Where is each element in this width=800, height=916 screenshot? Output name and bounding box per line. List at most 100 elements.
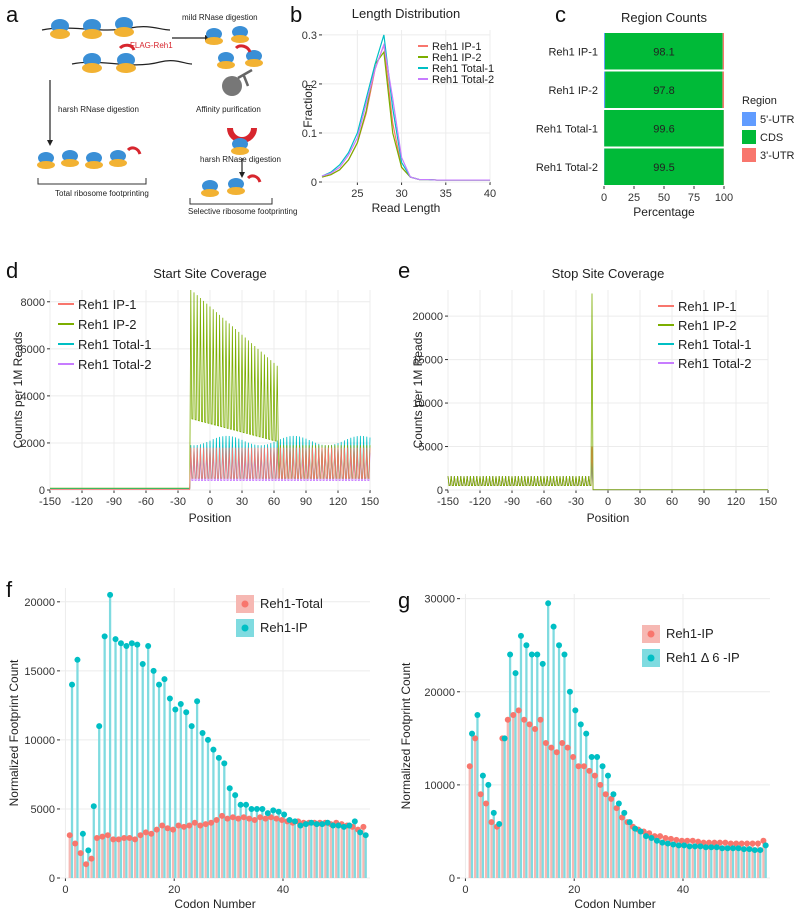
bar bbox=[642, 831, 645, 878]
bar bbox=[356, 829, 360, 878]
x-tick-label: 40 bbox=[277, 884, 289, 896]
point bbox=[264, 810, 271, 817]
bar bbox=[519, 635, 523, 878]
ribosome-icon bbox=[50, 19, 70, 39]
bar bbox=[168, 698, 172, 878]
legend-label: Reh1-IP bbox=[666, 626, 714, 641]
bar bbox=[718, 842, 722, 878]
bar bbox=[128, 837, 131, 878]
bar bbox=[79, 853, 82, 878]
y-tick-label: 10000 bbox=[24, 735, 55, 747]
bar bbox=[487, 784, 490, 878]
point bbox=[237, 801, 244, 808]
point bbox=[664, 840, 671, 847]
legend-point bbox=[647, 630, 655, 638]
bar-segment-5'-utr bbox=[604, 71, 606, 108]
chart-region-counts: Region Counts 98.1 Reh1 IP-1 97.8 Reh1 IP-2 9… bbox=[536, 10, 795, 219]
point bbox=[697, 843, 704, 850]
x-tick-label: -30 bbox=[568, 496, 584, 508]
point bbox=[351, 818, 358, 825]
legend-label: 3'-UTR bbox=[760, 150, 795, 162]
bar bbox=[604, 794, 607, 878]
x-tick-label: 30 bbox=[236, 496, 248, 508]
point bbox=[708, 844, 715, 851]
point bbox=[183, 709, 190, 716]
point bbox=[226, 785, 233, 792]
bar bbox=[590, 756, 593, 878]
point bbox=[110, 836, 117, 843]
y-tick-label: 0.1 bbox=[302, 128, 317, 140]
bar bbox=[364, 835, 367, 878]
bar bbox=[588, 770, 591, 878]
bar bbox=[664, 837, 667, 878]
y-tick-label: 0 bbox=[39, 485, 45, 497]
bar bbox=[498, 823, 501, 878]
bar bbox=[313, 822, 316, 878]
point bbox=[156, 681, 163, 688]
point bbox=[733, 840, 740, 847]
legend-label: Reh1 IP-2 bbox=[678, 318, 737, 333]
bar bbox=[724, 842, 727, 878]
bar bbox=[193, 822, 196, 878]
bar bbox=[125, 646, 128, 878]
y-axis-label: Counts per 1M Reads bbox=[11, 332, 25, 449]
bar bbox=[729, 843, 732, 878]
point bbox=[72, 840, 79, 847]
bar bbox=[304, 824, 308, 878]
point bbox=[161, 676, 168, 683]
point bbox=[632, 825, 639, 832]
point bbox=[85, 847, 92, 854]
bar bbox=[748, 849, 751, 878]
point bbox=[580, 763, 587, 770]
bar bbox=[195, 701, 199, 878]
reh1-protein-icon bbox=[126, 146, 142, 155]
bar bbox=[255, 808, 259, 878]
bar bbox=[275, 818, 278, 878]
x-axis-label: Codon Number bbox=[574, 897, 655, 911]
bead-icon bbox=[222, 76, 242, 96]
point bbox=[577, 721, 584, 728]
bar bbox=[693, 846, 697, 878]
bar bbox=[288, 820, 291, 878]
bar bbox=[321, 824, 324, 878]
bar bbox=[566, 747, 569, 878]
point bbox=[711, 839, 718, 846]
point bbox=[564, 744, 571, 751]
chart-title: Stop Site Coverage bbox=[552, 266, 665, 281]
x-tick-label: 150 bbox=[361, 496, 379, 508]
point bbox=[466, 763, 473, 770]
bar bbox=[340, 824, 343, 878]
point bbox=[177, 701, 184, 707]
point bbox=[180, 823, 187, 830]
y-tick-label: 10000 bbox=[412, 398, 443, 410]
point bbox=[107, 591, 114, 598]
mild-digestion-label: mild RNase digestion bbox=[182, 13, 258, 22]
ribosome-icon bbox=[217, 52, 235, 69]
point bbox=[678, 837, 685, 844]
series-line-1 bbox=[50, 447, 371, 490]
bar bbox=[166, 828, 169, 878]
point bbox=[121, 834, 128, 841]
bar bbox=[677, 845, 680, 878]
point bbox=[485, 781, 492, 788]
bar bbox=[114, 639, 117, 878]
point bbox=[477, 791, 484, 798]
point bbox=[561, 651, 568, 658]
bar bbox=[163, 679, 166, 878]
bar bbox=[331, 825, 335, 878]
ribosome-icon bbox=[114, 17, 134, 37]
point bbox=[360, 823, 367, 830]
x-tick-label: 60 bbox=[268, 496, 280, 508]
x-tick-label: 20 bbox=[168, 884, 180, 896]
bar bbox=[150, 833, 153, 878]
point bbox=[243, 801, 250, 808]
x-tick-label: 0 bbox=[462, 884, 468, 896]
point bbox=[278, 817, 285, 823]
bar bbox=[310, 822, 313, 878]
x-tick-label: 90 bbox=[698, 496, 710, 508]
chart-length-distribution: 25 30 35 40 0 0.1 0.2 0.3 Read Length Fraction Len… bbox=[301, 6, 496, 215]
y-axis-label: Counts per 1M Reads bbox=[411, 332, 425, 449]
bar bbox=[658, 836, 662, 878]
point bbox=[88, 855, 95, 862]
bar-segment-cds bbox=[604, 110, 724, 147]
